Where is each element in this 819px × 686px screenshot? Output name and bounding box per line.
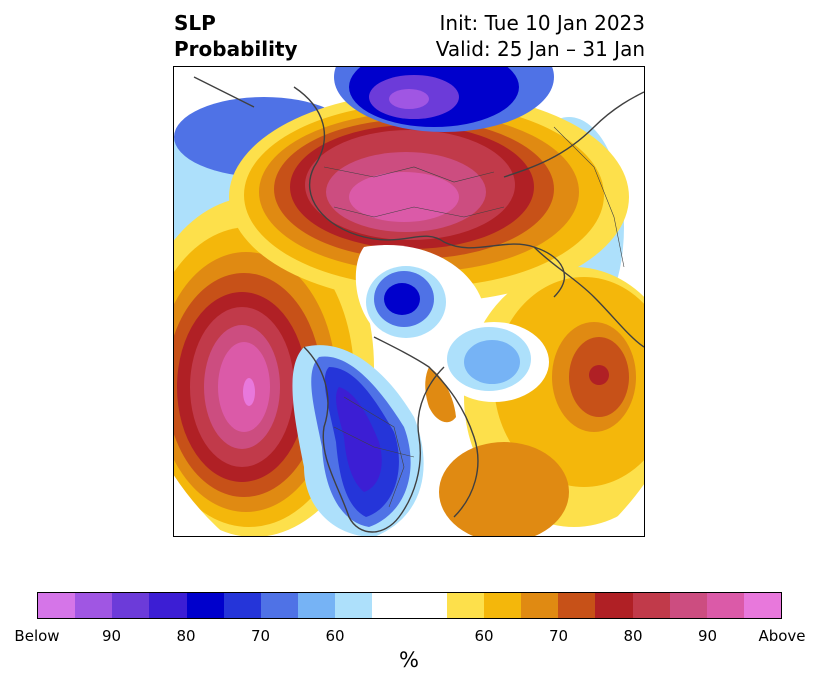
colorbar-segment: [595, 593, 633, 618]
colorbar-tick-label: 90: [697, 627, 718, 645]
colorbar-tick-label: 70: [548, 627, 569, 645]
map-dates: Init: Tue 10 Jan 2023 Valid: 25 Jan – 31…: [436, 10, 645, 62]
colorbar-segment: [149, 593, 187, 618]
colorbar-segment: [298, 593, 336, 618]
colorbar-segment: [743, 593, 782, 618]
colorbar-tick-label: 60: [474, 627, 494, 645]
colorbar-segment: [446, 593, 484, 618]
colorbar-tick-label: 80: [176, 627, 196, 645]
colorbar-segment: [669, 593, 707, 618]
colorbar-unit-label: %: [399, 648, 419, 672]
colorbar-segment: [483, 593, 522, 618]
colorbar-segment: [632, 593, 670, 618]
colorbar-tick-label: 90: [101, 627, 122, 645]
colorbar-segment: [38, 593, 76, 618]
probability-map: [173, 66, 645, 537]
colorbar-segment: [335, 593, 373, 618]
colorbar-segment: [706, 593, 744, 618]
colorbar-segment: [223, 593, 261, 618]
colorbar-segment: [112, 593, 150, 618]
colorbar-segment: [521, 593, 559, 618]
colorbar: [37, 592, 782, 619]
map-canvas: [174, 67, 644, 536]
colorbar-segment: [558, 593, 596, 618]
colorbar-segment: [409, 593, 447, 618]
valid-date: Valid: 25 Jan – 31 Jan: [435, 37, 645, 61]
colorbar-tick-label: 60: [325, 627, 345, 645]
colorbar-tick-label: Below: [14, 627, 60, 645]
colorbar-segment: [260, 593, 299, 618]
title-metric: Probability: [174, 37, 298, 61]
map-title: SLP Probability: [174, 10, 298, 62]
title-variable: SLP: [174, 11, 216, 35]
colorbar-tick-label: Above: [758, 627, 806, 645]
colorbar-segment: [186, 593, 224, 618]
borders: [323, 126, 625, 508]
colorbar-segment: [75, 593, 113, 618]
colorbar-tick-label: 80: [623, 627, 643, 645]
init-date: Init: Tue 10 Jan 2023: [439, 11, 645, 35]
coastlines: [193, 76, 644, 533]
colorbar-segment: [372, 593, 410, 618]
colorbar-tick-label: 70: [250, 627, 271, 645]
probability-field: [174, 67, 644, 536]
